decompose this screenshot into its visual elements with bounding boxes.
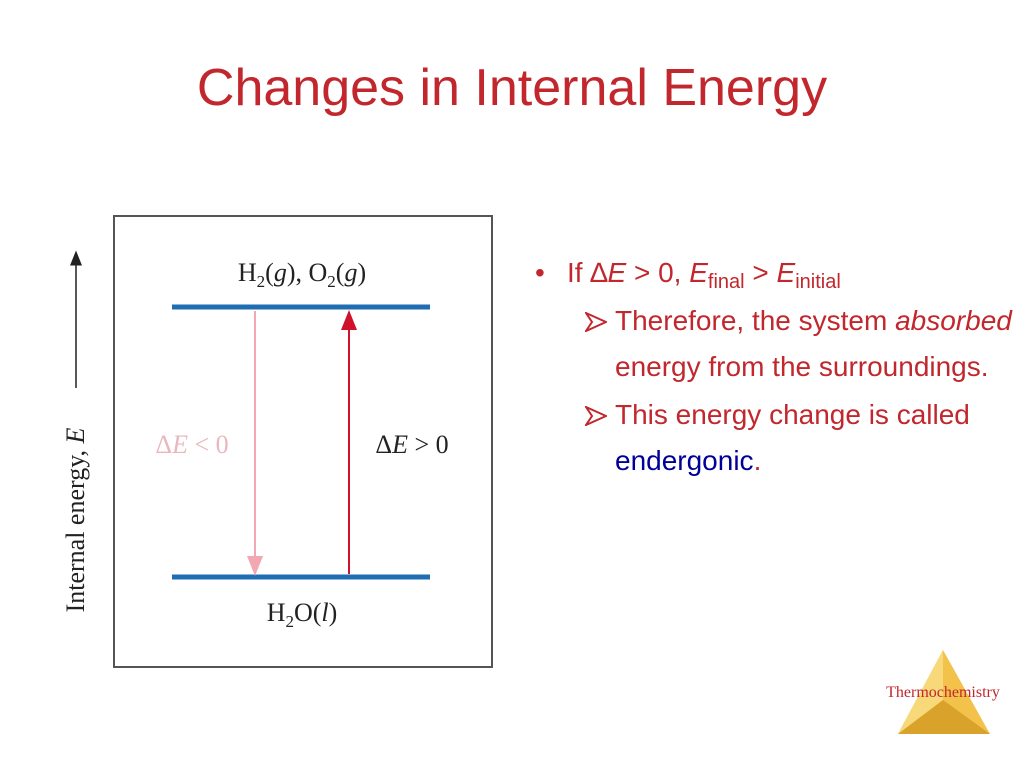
text: This energy change is called (615, 399, 970, 430)
text: ) (329, 598, 338, 627)
text: 2 (327, 272, 336, 291)
logo-facet (898, 700, 990, 734)
right-arrow-label: ΔE > 0 (375, 430, 448, 459)
bullet: • If ∆E > 0, Efinal > Einitial (535, 250, 1015, 296)
bullet-list: • If ∆E > 0, Efinal > Einitial Therefore,… (535, 250, 1015, 484)
text: absorbed (895, 305, 1012, 336)
text: E (171, 430, 188, 459)
text: > 0, (626, 257, 690, 288)
text: ( (265, 258, 274, 287)
text: < 0 (188, 430, 229, 459)
text: 2 (257, 272, 266, 291)
text: E (776, 257, 796, 288)
text: final (707, 271, 745, 293)
sub-bullet: This energy change is called endergonic. (583, 392, 1015, 484)
text: E (689, 257, 708, 288)
text: If (567, 257, 591, 288)
left-arrow-label: ΔE < 0 (155, 430, 228, 459)
text: endergonic (615, 445, 754, 476)
text: > 0 (408, 430, 449, 459)
text: E (391, 430, 408, 459)
text: energy from the surroundings. (615, 351, 989, 382)
text: ) (357, 258, 366, 287)
text: > (744, 257, 777, 288)
slide-title: Changes in Internal Energy (196, 59, 828, 117)
footer-logo: Thermochemistry (886, 650, 1000, 734)
text: 2 (285, 612, 294, 631)
text: H (238, 258, 257, 287)
text: l (321, 598, 328, 627)
text: H (267, 598, 286, 627)
text: Internal energy, (61, 443, 90, 612)
diagram-frame (113, 215, 493, 668)
text: g (344, 258, 357, 287)
text: ( (336, 258, 345, 287)
text: Therefore, the system (615, 305, 896, 336)
text: O( (294, 598, 321, 627)
text: . (753, 445, 762, 476)
text: Δ (375, 430, 392, 459)
text: ∆ (590, 257, 608, 288)
top-level-label: H2(g), O2(g) (238, 258, 366, 291)
energy-diagram: H2(g), O2(g) H2O(l) ΔE < 0 ΔE > 0 Intern… (61, 215, 493, 668)
text: E (607, 257, 627, 288)
axis-label: Internal energy, E (61, 427, 90, 612)
arrow-bullet (585, 312, 607, 332)
arrow-bullet (585, 406, 607, 426)
bullet-dot: • (535, 257, 545, 288)
text: Δ (155, 430, 172, 459)
sub-bullet: Therefore, the system absorbed energy fr… (583, 298, 1015, 390)
logo-facet (898, 650, 943, 734)
text: E (61, 427, 90, 444)
text: initial (795, 271, 841, 293)
footer-text: Thermochemistry (886, 684, 1000, 701)
text: g (274, 258, 287, 287)
text: ), O (287, 258, 327, 287)
bottom-level-label: H2O(l) (267, 598, 338, 631)
